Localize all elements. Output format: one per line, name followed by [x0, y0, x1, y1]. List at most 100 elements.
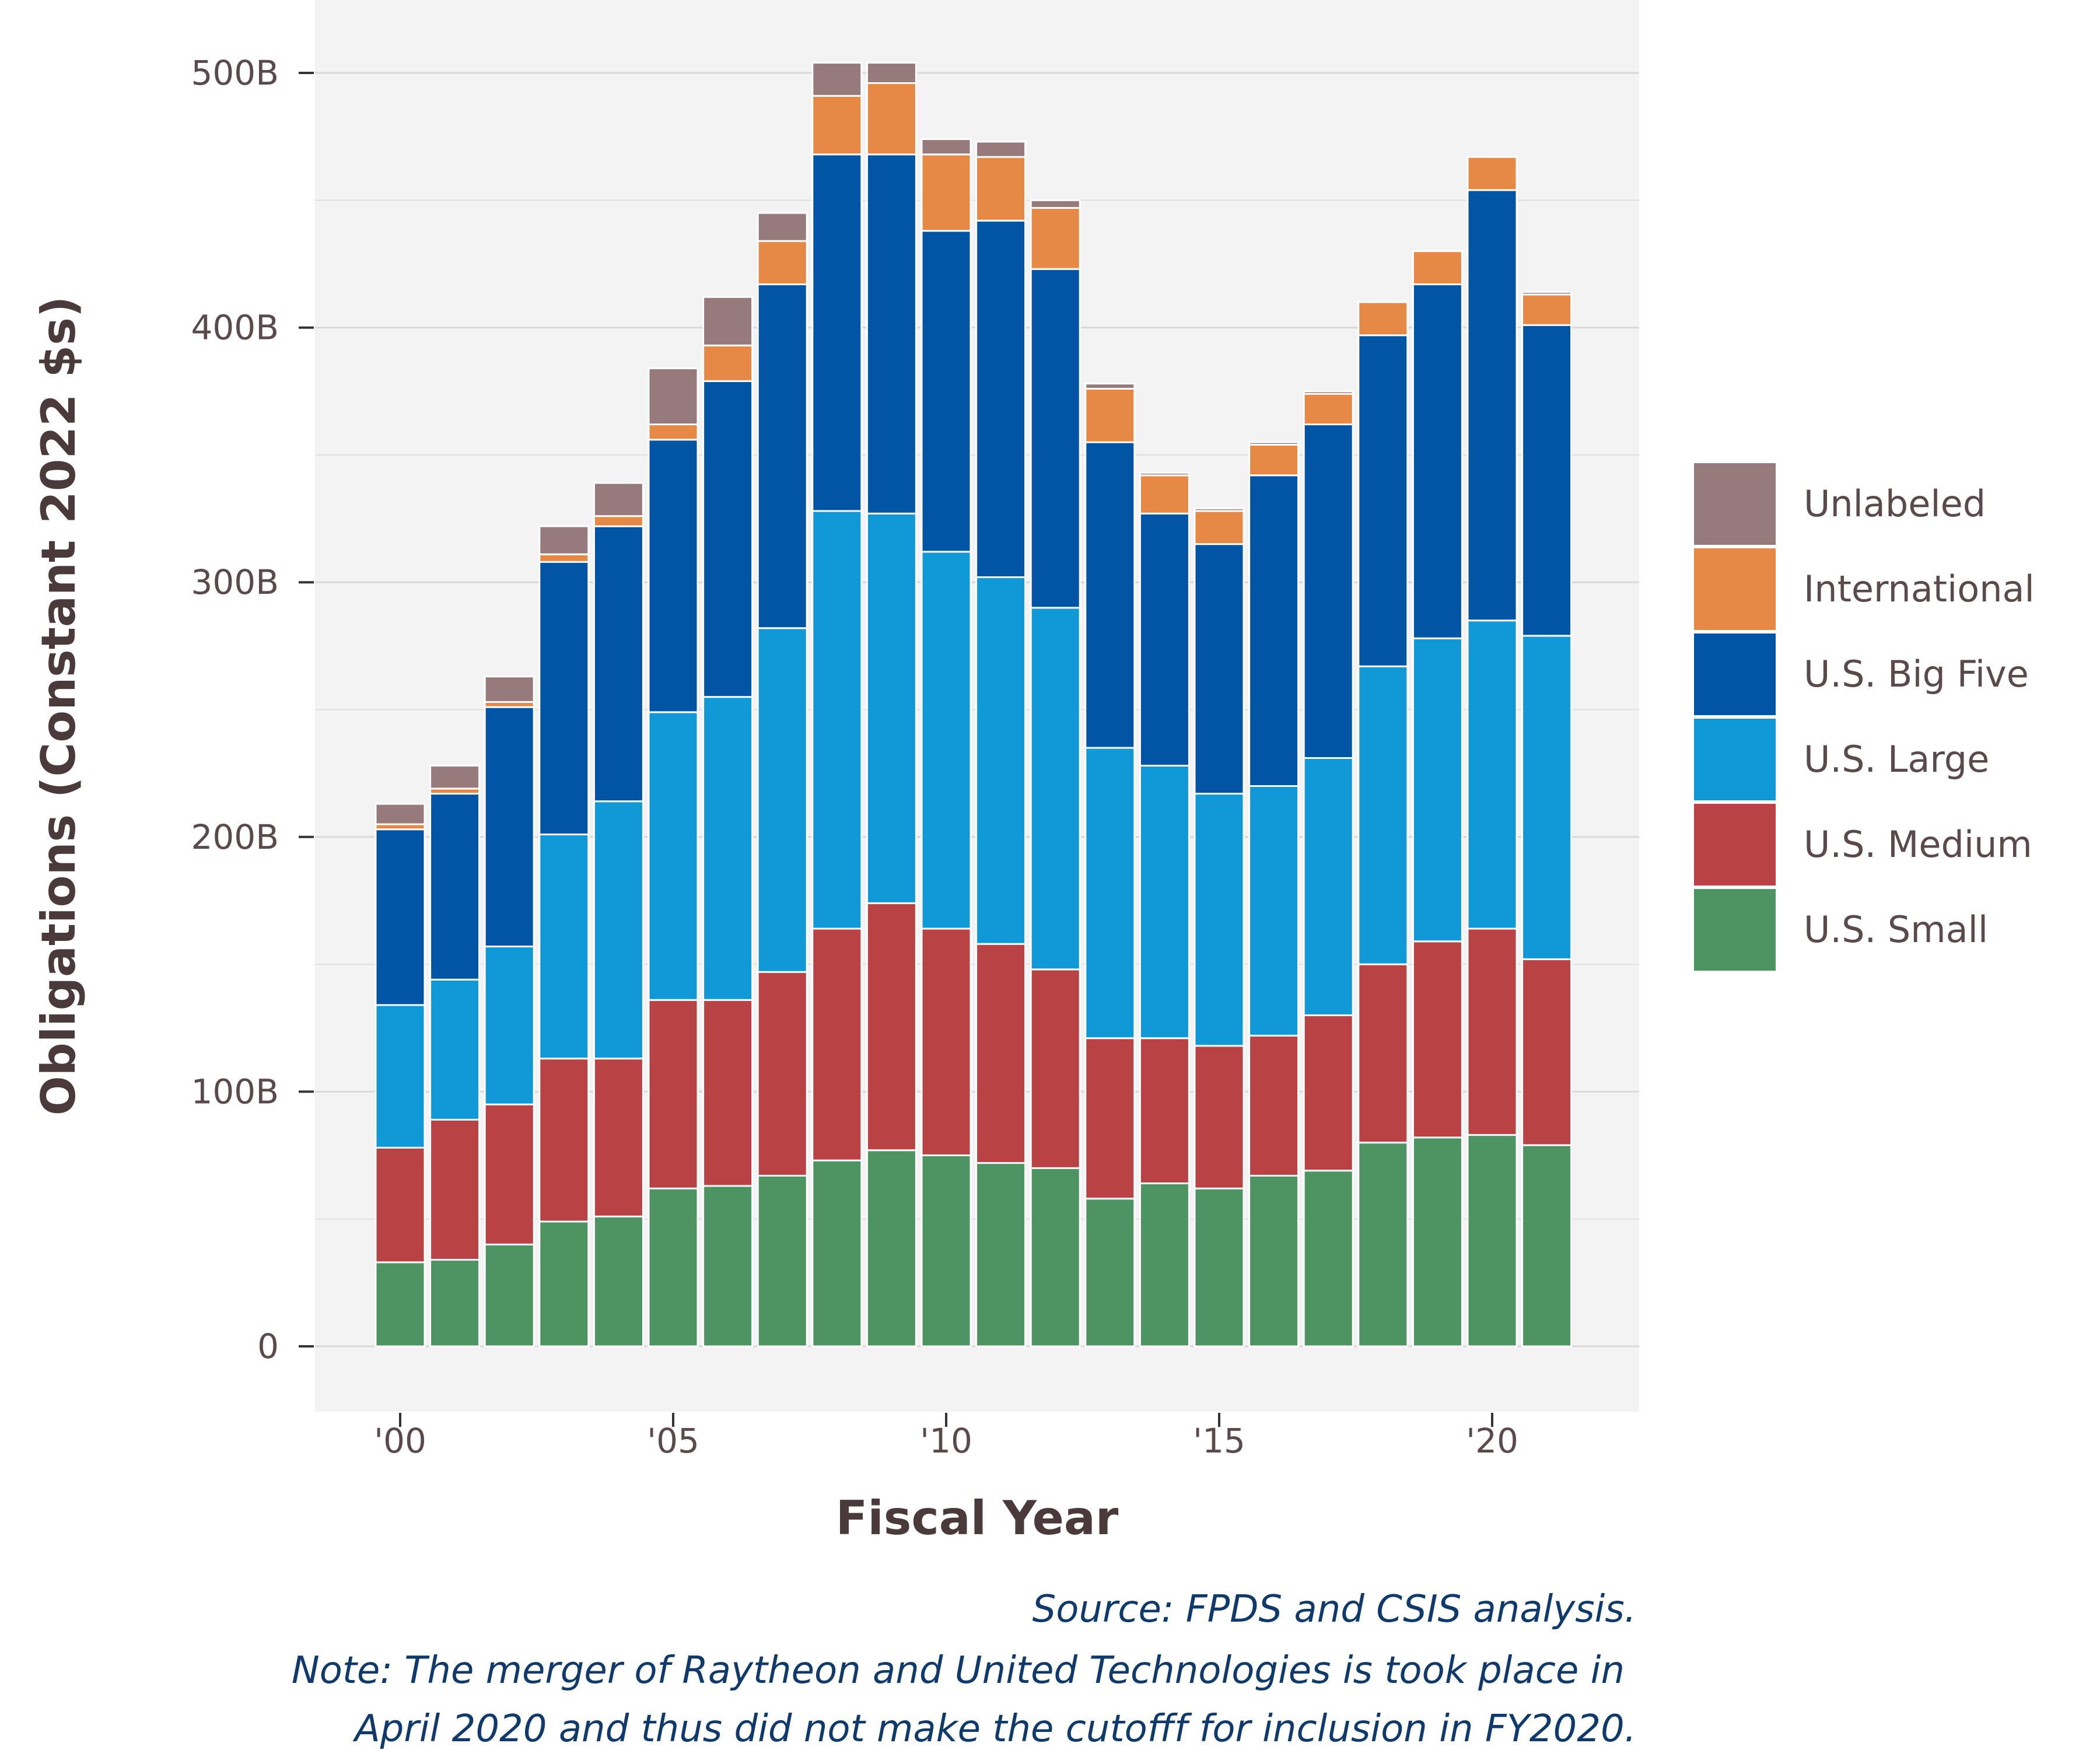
bar-stack [921, 138, 972, 1348]
y-tick-label: 200B [191, 817, 279, 857]
y-tick-label: 0 [257, 1326, 279, 1366]
bar-segment [1139, 512, 1190, 767]
bar-segment [593, 482, 644, 517]
x-tick-label: '10 [920, 1421, 972, 1461]
bar-segment [1194, 508, 1245, 512]
bar-segment [648, 367, 699, 426]
bar-segment [975, 576, 1027, 945]
bar-segment [1030, 199, 1081, 209]
bar-segment [866, 902, 917, 1152]
bar-segment [1248, 474, 1300, 787]
bar-segment [1303, 1170, 1354, 1348]
bar-segment [1248, 443, 1300, 477]
bar-stack [1303, 390, 1354, 1348]
bar-segment [1466, 1134, 1518, 1348]
bar-segment [484, 706, 535, 948]
bar-segment [811, 153, 863, 512]
legend-swatch [1692, 887, 1778, 973]
x-tick-label: '05 [647, 1421, 699, 1461]
bar-segment [538, 833, 590, 1060]
bar-segment [1139, 765, 1190, 1040]
legend-item: U.S. Small [1692, 887, 1988, 973]
legend-swatch [1692, 716, 1778, 803]
bar-segment [538, 1058, 590, 1223]
y-tick-label: 300B [191, 562, 279, 602]
bar-segment [1466, 620, 1518, 930]
x-tick-label: '00 [374, 1421, 426, 1461]
bar-segment [1466, 928, 1518, 1136]
bar-stack [866, 62, 917, 1348]
bar-segment [1303, 393, 1354, 426]
bar-segment [374, 1261, 426, 1348]
bar-stack [757, 212, 808, 1348]
bar-segment [429, 793, 481, 981]
bar-segment [1303, 390, 1354, 395]
bar-segment [1412, 1136, 1463, 1348]
bar-segment [1248, 441, 1300, 446]
bar-segment [702, 999, 754, 1187]
bar-segment [811, 928, 863, 1161]
bar-segment [1521, 635, 1573, 960]
bar-segment [593, 1215, 644, 1348]
bar-segment [538, 525, 590, 555]
bar-segment [1139, 474, 1190, 514]
bar-segment [648, 424, 699, 441]
bar-segment [1030, 268, 1081, 609]
bar-segment [1084, 747, 1136, 1040]
bar-segment [1521, 1144, 1573, 1348]
bar-segment [1194, 1045, 1245, 1189]
bar-segment [1303, 1014, 1354, 1172]
bar-segment [921, 928, 972, 1157]
bar-segment [1139, 1037, 1190, 1185]
y-axis-title: Obligations (Constant 2022 $s) [32, 296, 86, 1116]
y-axis: 0 100B 200B 300B 400B 500B [191, 53, 314, 1366]
bar-stack [1412, 250, 1463, 1348]
legend-label: Unlabeled [1804, 482, 1986, 525]
bar-stack [1521, 290, 1573, 1348]
bar-segment [757, 212, 808, 242]
bar-segment [866, 62, 917, 84]
bar-segment [593, 525, 644, 803]
bar-segment [538, 1220, 590, 1348]
bar-segment [702, 1185, 754, 1348]
bar-segment [429, 978, 481, 1121]
bar-segment [1521, 324, 1573, 637]
bar-segment [921, 1154, 972, 1348]
bar-segment [1412, 940, 1463, 1139]
bar-segment [1139, 471, 1190, 477]
bar-segment [757, 283, 808, 629]
bar-stack [538, 525, 590, 1348]
bar-stack [1084, 383, 1136, 1348]
x-axis-title: Fiscal Year [836, 1491, 1119, 1545]
legend-label: U.S. Large [1804, 738, 1989, 780]
caption-note-line1: Note: The merger of Raytheon and United … [292, 1649, 1625, 1692]
bar-stack [1357, 301, 1409, 1348]
bar-segment [811, 62, 863, 97]
legend-item: U.S. Medium [1692, 802, 2032, 888]
bar-segment [975, 156, 1027, 222]
bars-layer [374, 62, 1573, 1348]
bar-segment [921, 153, 972, 232]
bar-segment [811, 94, 863, 156]
legend-item: U.S. Big Five [1692, 631, 2029, 718]
bar-segment [1248, 785, 1300, 1037]
bar-segment [921, 138, 972, 156]
bar-stack [702, 296, 754, 1348]
bar-segment [1466, 156, 1518, 191]
y-tick-label: 400B [191, 308, 279, 348]
bar-segment [975, 219, 1027, 578]
bar-stack [484, 676, 535, 1348]
legend-label: U.S. Medium [1804, 823, 2032, 866]
bar-segment [1248, 1174, 1300, 1348]
bar-segment [1357, 665, 1409, 965]
bar-segment [593, 1058, 644, 1217]
bar-segment [1194, 793, 1245, 1047]
bar-segment [921, 551, 972, 930]
bar-segment [1030, 1167, 1081, 1348]
bar-stack [1139, 471, 1190, 1348]
y-tick-label: 500B [191, 53, 279, 93]
bar-segment [1521, 958, 1573, 1146]
bar-segment [1084, 383, 1136, 390]
bar-stack [374, 803, 426, 1348]
